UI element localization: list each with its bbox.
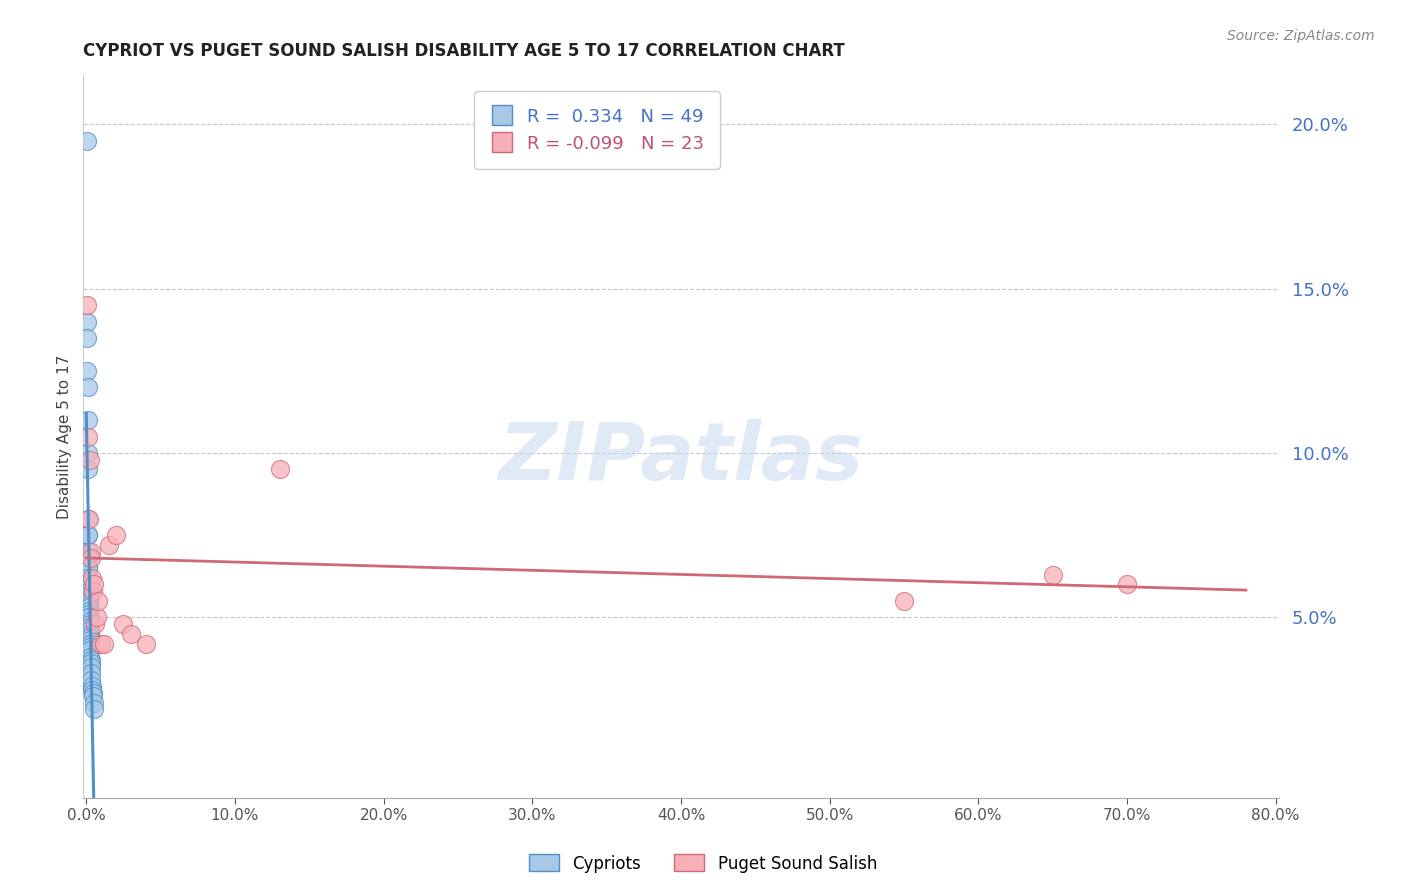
Point	[269, 462, 291, 476]
Point	[76, 134, 98, 148]
Point	[105, 528, 128, 542]
Point	[79, 616, 101, 631]
Point	[77, 577, 100, 591]
Point	[77, 607, 100, 621]
Point	[1116, 577, 1139, 591]
Point	[83, 702, 105, 716]
Point	[77, 571, 100, 585]
Point	[82, 682, 104, 697]
Point	[1042, 567, 1064, 582]
Legend: R =  0.334   N = 49, R = -0.099   N = 23: R = 0.334 N = 49, R = -0.099 N = 23	[474, 92, 720, 169]
Point	[76, 298, 98, 312]
Point	[76, 380, 98, 394]
Point	[77, 551, 100, 566]
Point	[79, 653, 101, 667]
Point	[80, 666, 103, 681]
Point	[77, 544, 100, 558]
Point	[135, 637, 157, 651]
Point	[82, 571, 104, 585]
Point	[77, 561, 100, 575]
Point	[893, 594, 915, 608]
Point	[120, 627, 142, 641]
Point	[77, 584, 100, 599]
Point	[86, 610, 108, 624]
Point	[80, 551, 103, 566]
Point	[79, 452, 101, 467]
Point	[79, 630, 101, 644]
Point	[79, 649, 101, 664]
Point	[76, 364, 98, 378]
Point	[76, 413, 98, 427]
Point	[80, 679, 103, 693]
Point	[93, 637, 115, 651]
Point	[77, 594, 100, 608]
Y-axis label: Disability Age 5 to 17: Disability Age 5 to 17	[58, 354, 72, 519]
Point	[76, 462, 98, 476]
Point	[77, 591, 100, 605]
Point	[82, 689, 104, 703]
Point	[77, 604, 100, 618]
Point	[77, 597, 100, 611]
Point	[79, 640, 101, 654]
Point	[87, 594, 110, 608]
Point	[77, 429, 100, 443]
Point	[76, 512, 98, 526]
Text: Source: ZipAtlas.com: Source: ZipAtlas.com	[1227, 29, 1375, 43]
Point	[77, 561, 100, 575]
Point	[76, 331, 98, 345]
Point	[79, 614, 101, 628]
Point	[90, 637, 112, 651]
Point	[80, 657, 103, 671]
Point	[83, 696, 105, 710]
Point	[77, 528, 100, 542]
Point	[80, 673, 103, 687]
Point	[76, 446, 98, 460]
Point	[79, 624, 101, 638]
Point	[84, 616, 107, 631]
Point	[80, 659, 103, 673]
Point	[77, 528, 100, 542]
Point	[76, 315, 98, 329]
Point	[97, 538, 120, 552]
Point	[77, 587, 100, 601]
Point	[82, 686, 104, 700]
Point	[79, 643, 101, 657]
Point	[79, 637, 101, 651]
Text: ZIPatlas: ZIPatlas	[499, 419, 863, 498]
Legend: Cypriots, Puget Sound Salish: Cypriots, Puget Sound Salish	[522, 847, 884, 880]
Point	[82, 584, 104, 599]
Point	[77, 600, 100, 615]
Point	[79, 620, 101, 634]
Text: CYPRIOT VS PUGET SOUND SALISH DISABILITY AGE 5 TO 17 CORRELATION CHART: CYPRIOT VS PUGET SOUND SALISH DISABILITY…	[83, 42, 845, 60]
Point	[77, 512, 100, 526]
Point	[79, 610, 101, 624]
Point	[79, 633, 101, 648]
Point	[79, 610, 101, 624]
Point	[83, 577, 105, 591]
Point	[79, 627, 101, 641]
Point	[112, 616, 135, 631]
Point	[80, 544, 103, 558]
